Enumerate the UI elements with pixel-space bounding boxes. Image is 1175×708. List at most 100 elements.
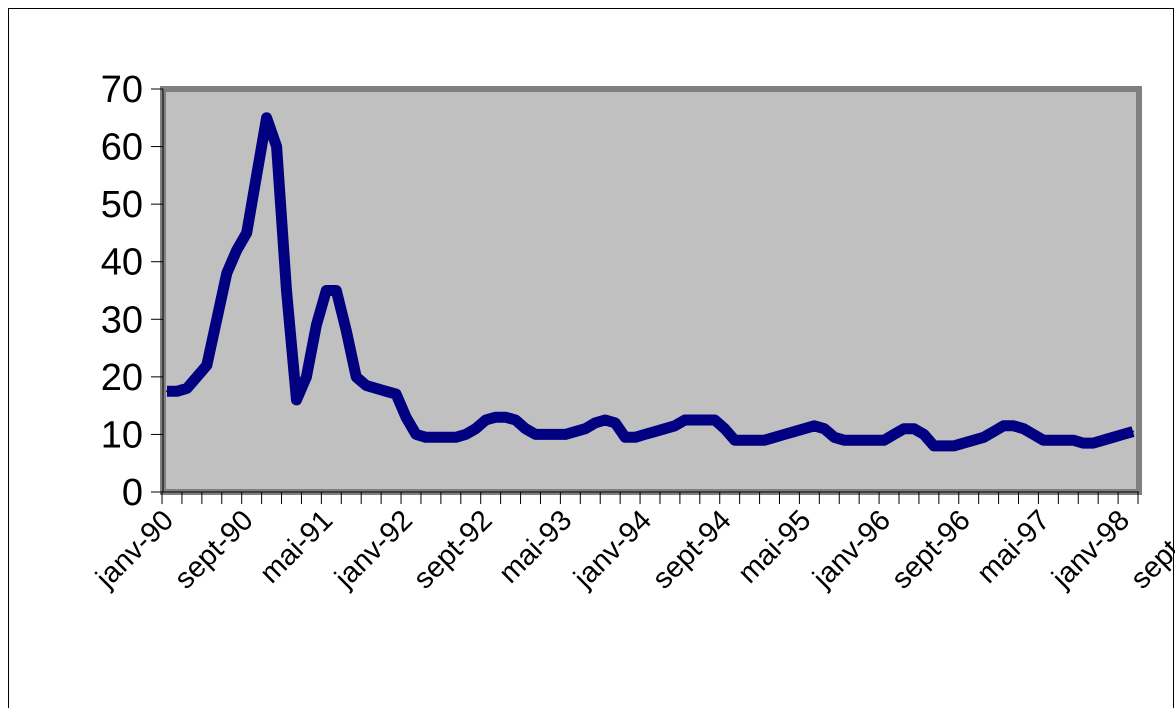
data-point xyxy=(693,419,696,422)
data-point xyxy=(215,318,218,321)
data-point xyxy=(275,145,278,148)
x-tick-label: sept-90 xyxy=(169,504,260,595)
data-point xyxy=(255,174,258,177)
data-point xyxy=(564,433,567,436)
data-point xyxy=(295,398,298,401)
data-point xyxy=(883,439,886,442)
data-point xyxy=(1072,439,1075,442)
data-point xyxy=(922,433,925,436)
series-line xyxy=(167,112,1135,452)
data-point xyxy=(773,436,776,439)
data-point xyxy=(285,289,288,292)
x-tick-label: mai-93 xyxy=(493,504,578,589)
data-point xyxy=(733,439,736,442)
data-point xyxy=(335,289,338,292)
data-point xyxy=(325,289,328,292)
data-point xyxy=(474,427,477,430)
data-point xyxy=(504,416,507,419)
data-point xyxy=(305,375,308,378)
y-tick-label: 20 xyxy=(101,357,143,399)
data-point xyxy=(723,427,726,430)
data-point xyxy=(554,433,557,436)
y-tick-label: 40 xyxy=(101,242,143,284)
data-point xyxy=(434,436,437,439)
data-point xyxy=(763,439,766,442)
data-point xyxy=(544,433,547,436)
data-point xyxy=(245,231,248,234)
data-point xyxy=(444,436,447,439)
data-point xyxy=(992,430,995,433)
data-point xyxy=(1082,442,1085,445)
data-point xyxy=(584,427,587,430)
data-point xyxy=(644,433,647,436)
x-tick-label: mai-91 xyxy=(254,504,339,589)
y-tick-label: 0 xyxy=(122,472,143,514)
data-point xyxy=(514,419,517,422)
data-point xyxy=(683,419,686,422)
data-point xyxy=(654,430,656,433)
data-point xyxy=(713,419,716,422)
data-point xyxy=(1032,433,1035,436)
data-point xyxy=(813,424,816,427)
data-point xyxy=(873,439,876,442)
data-point xyxy=(315,324,318,327)
series-layer xyxy=(166,112,1135,452)
data-point xyxy=(454,436,457,439)
data-point xyxy=(853,439,856,442)
data-point xyxy=(843,439,846,442)
data-point xyxy=(1042,439,1045,442)
data-point xyxy=(624,436,627,439)
data-point xyxy=(753,439,756,442)
data-point xyxy=(932,444,935,447)
data-point xyxy=(1022,427,1025,430)
data-point xyxy=(1112,436,1115,439)
data-point xyxy=(793,430,796,433)
x-tick-label: mai-97 xyxy=(971,504,1056,589)
data-point xyxy=(663,427,666,430)
data-point xyxy=(375,387,378,390)
data-point xyxy=(265,116,268,119)
y-tick-label: 60 xyxy=(101,127,143,169)
x-tick-label: janv-94 xyxy=(567,504,658,595)
data-point xyxy=(355,375,358,378)
data-point xyxy=(385,390,388,393)
data-point xyxy=(405,416,408,419)
x-tick-label: sept-92 xyxy=(408,504,499,595)
data-point xyxy=(235,249,238,252)
data-point xyxy=(863,439,866,442)
y-tick-label: 30 xyxy=(101,299,143,341)
data-point xyxy=(803,427,806,430)
data-point xyxy=(494,416,497,419)
x-tick-label: janv-98 xyxy=(1045,504,1136,595)
data-point xyxy=(893,433,896,436)
data-point xyxy=(982,436,985,439)
data-point xyxy=(395,393,398,396)
data-point xyxy=(574,430,577,433)
data-point xyxy=(972,439,975,442)
data-point xyxy=(1062,439,1065,442)
data-point xyxy=(912,427,915,430)
data-point xyxy=(205,364,208,367)
x-tick-label: sept-98 xyxy=(1125,504,1175,595)
data-point xyxy=(1012,424,1015,427)
x-tick-label: sept-94 xyxy=(647,504,738,595)
data-point xyxy=(175,390,178,393)
x-tick-label: janv-96 xyxy=(806,504,897,595)
data-point xyxy=(673,424,676,427)
x-axis: janv-90sept-90mai-91janv-92sept-92mai-93… xyxy=(89,491,1175,595)
data-point xyxy=(1132,430,1135,433)
data-point xyxy=(604,419,607,422)
data-point xyxy=(1052,439,1055,442)
chart-frame xyxy=(8,8,1174,708)
y-tick-label: 10 xyxy=(101,414,143,456)
data-point xyxy=(962,442,965,445)
data-point xyxy=(743,439,746,442)
data-point xyxy=(345,329,348,332)
data-point xyxy=(634,436,637,439)
data-point xyxy=(195,375,198,378)
data-point xyxy=(524,427,527,430)
data-point xyxy=(902,427,905,430)
data-point xyxy=(166,390,168,393)
x-tick-label: janv-90 xyxy=(89,504,180,595)
